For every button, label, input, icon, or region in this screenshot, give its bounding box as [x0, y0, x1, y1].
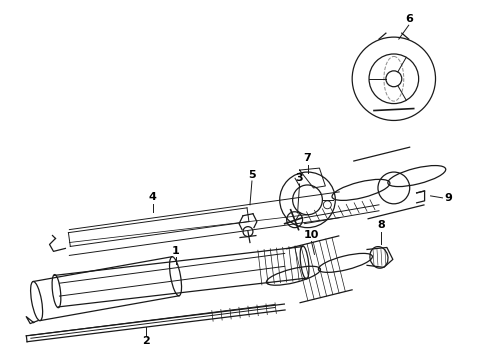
Text: 3: 3: [296, 173, 303, 183]
Text: 9: 9: [444, 193, 452, 203]
Text: 1: 1: [172, 247, 179, 256]
Text: 10: 10: [304, 230, 319, 239]
Text: 8: 8: [377, 220, 385, 230]
Text: 6: 6: [405, 14, 413, 24]
Text: 4: 4: [149, 192, 157, 202]
Text: 2: 2: [142, 336, 149, 346]
Text: 7: 7: [304, 153, 311, 163]
Text: 5: 5: [248, 170, 256, 180]
